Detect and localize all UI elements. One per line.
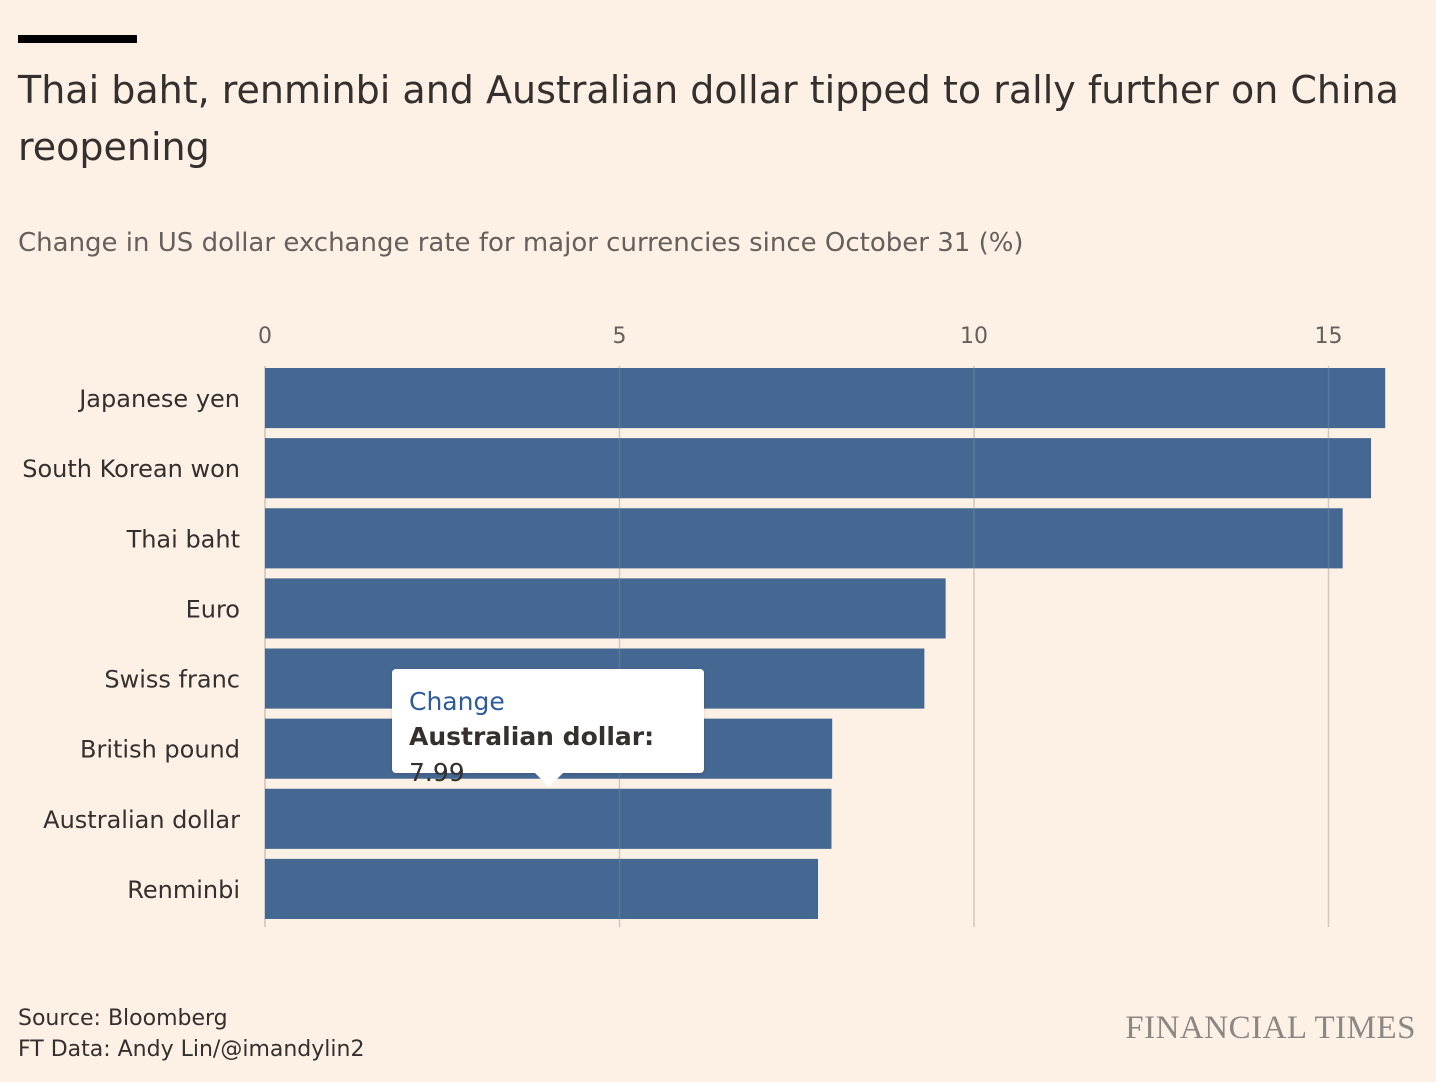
bar-japanese-yen[interactable] [265,368,1386,429]
category-label: Swiss franc [104,666,240,694]
chart-subtitle: Change in US dollar exchange rate for ma… [18,228,1024,258]
category-labels: Japanese yen South Korean won Thai baht Eur… [22,385,240,904]
category-label: South Korean won [22,455,240,483]
chart-title: Thai baht, renminbi and Australian dolla… [18,68,1399,169]
bar-euro[interactable] [265,578,946,639]
tooltip-row: Australian dollar: 7.99 [409,719,688,791]
tooltip-category: Australian dollar: [409,722,655,751]
tooltip-value: 7.99 [409,758,465,787]
category-label: Thai baht [126,525,240,553]
category-label: Euro [186,595,240,623]
bars [265,366,1386,927]
category-label: Renminbi [127,876,240,904]
x-tick-label: 0 [258,324,272,349]
credit-text: FT Data: Andy Lin/@imandylin2 [18,1037,365,1062]
tooltip-series-name: Change [409,687,505,716]
category-label: Australian dollar [43,806,240,834]
bar-south-korean-won[interactable] [265,438,1372,499]
x-tick-label: 15 [1315,324,1343,349]
x-tick-label: 10 [960,324,988,349]
category-label: British pound [80,736,240,764]
hover-tooltip: Change Australian dollar: 7.99 [392,669,704,787]
bar-australian-dollar[interactable] [265,788,832,849]
source-text: Source: Bloomberg [18,1006,228,1031]
source-note: Source: Bloomberg FT Data: Andy Lin/@ima… [18,1003,364,1065]
x-axis-ticks: 0 5 10 15 [258,324,1343,349]
tooltip-pointer [535,773,563,787]
bar-renminbi[interactable] [265,858,819,919]
bar-thai-baht[interactable] [265,508,1343,569]
ft-logo: FINANCIAL TIMES [1125,1010,1416,1046]
top-rule [18,35,137,43]
x-tick-label: 5 [613,324,627,349]
category-label: Japanese yen [77,385,240,413]
